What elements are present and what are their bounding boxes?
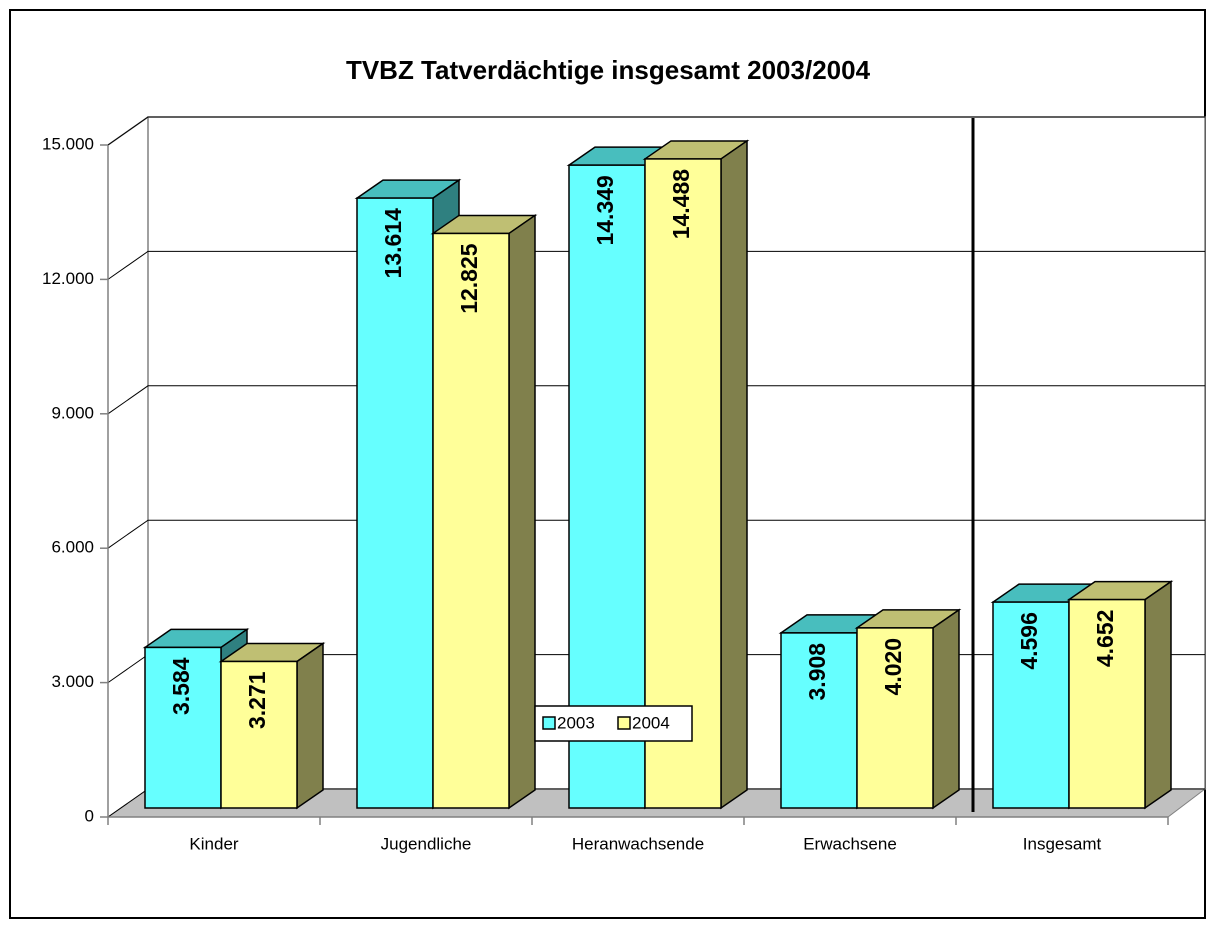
value-label: 4.652 [1092,610,1118,668]
grid-line [107,519,1205,549]
value-label: 13.614 [380,208,406,279]
bar [220,660,298,809]
y-tick-label: 9.000 [51,403,94,422]
value-label: 3.908 [804,643,830,701]
x-tick-label: Heranwachsende [572,834,704,853]
x-tick-label: Insgesamt [1023,834,1102,853]
value-label: 12.825 [456,243,482,314]
value-label: 4.596 [1016,612,1042,670]
grid-line [107,385,1205,415]
y-tick-label: 12.000 [42,269,94,288]
value-label: 14.349 [592,175,618,245]
legend-swatch [542,716,556,730]
bar [856,627,934,809]
x-tick-label: Erwachsene [803,834,897,853]
value-label: 14.488 [668,169,694,240]
y-tick-label: 3.000 [51,672,94,691]
y-tick-label: 6.000 [51,538,94,557]
legend-label: 2004 [632,713,670,732]
bar [644,158,722,809]
bar-side [720,139,748,810]
chart-title: TVBZ Tatverdächtige insgesamt 2003/2004 [346,55,871,85]
legend: 2003 2004 [534,705,693,742]
x-tick-label: Kinder [189,834,238,853]
grid-line [107,116,1205,146]
legend-swatch [617,716,631,730]
grid-line [107,250,1205,280]
bar [568,164,646,809]
bar [144,646,222,809]
value-label: 4.020 [880,638,906,696]
legend-box [534,705,693,742]
legend-label: 2003 [557,713,595,732]
bar [432,232,510,809]
y-tick-label: 15.000 [42,134,94,153]
bar-side [1144,580,1172,810]
value-label: 3.584 [168,657,194,715]
bar-side [508,214,536,810]
x-tick-label: Jugendliche [381,834,472,853]
bar-side [932,608,960,810]
bar [1068,598,1146,809]
y-tick-label: 0 [85,806,94,825]
bar [992,601,1070,809]
bar [356,197,434,809]
value-label: 3.271 [244,671,270,729]
bar-side [296,642,324,810]
